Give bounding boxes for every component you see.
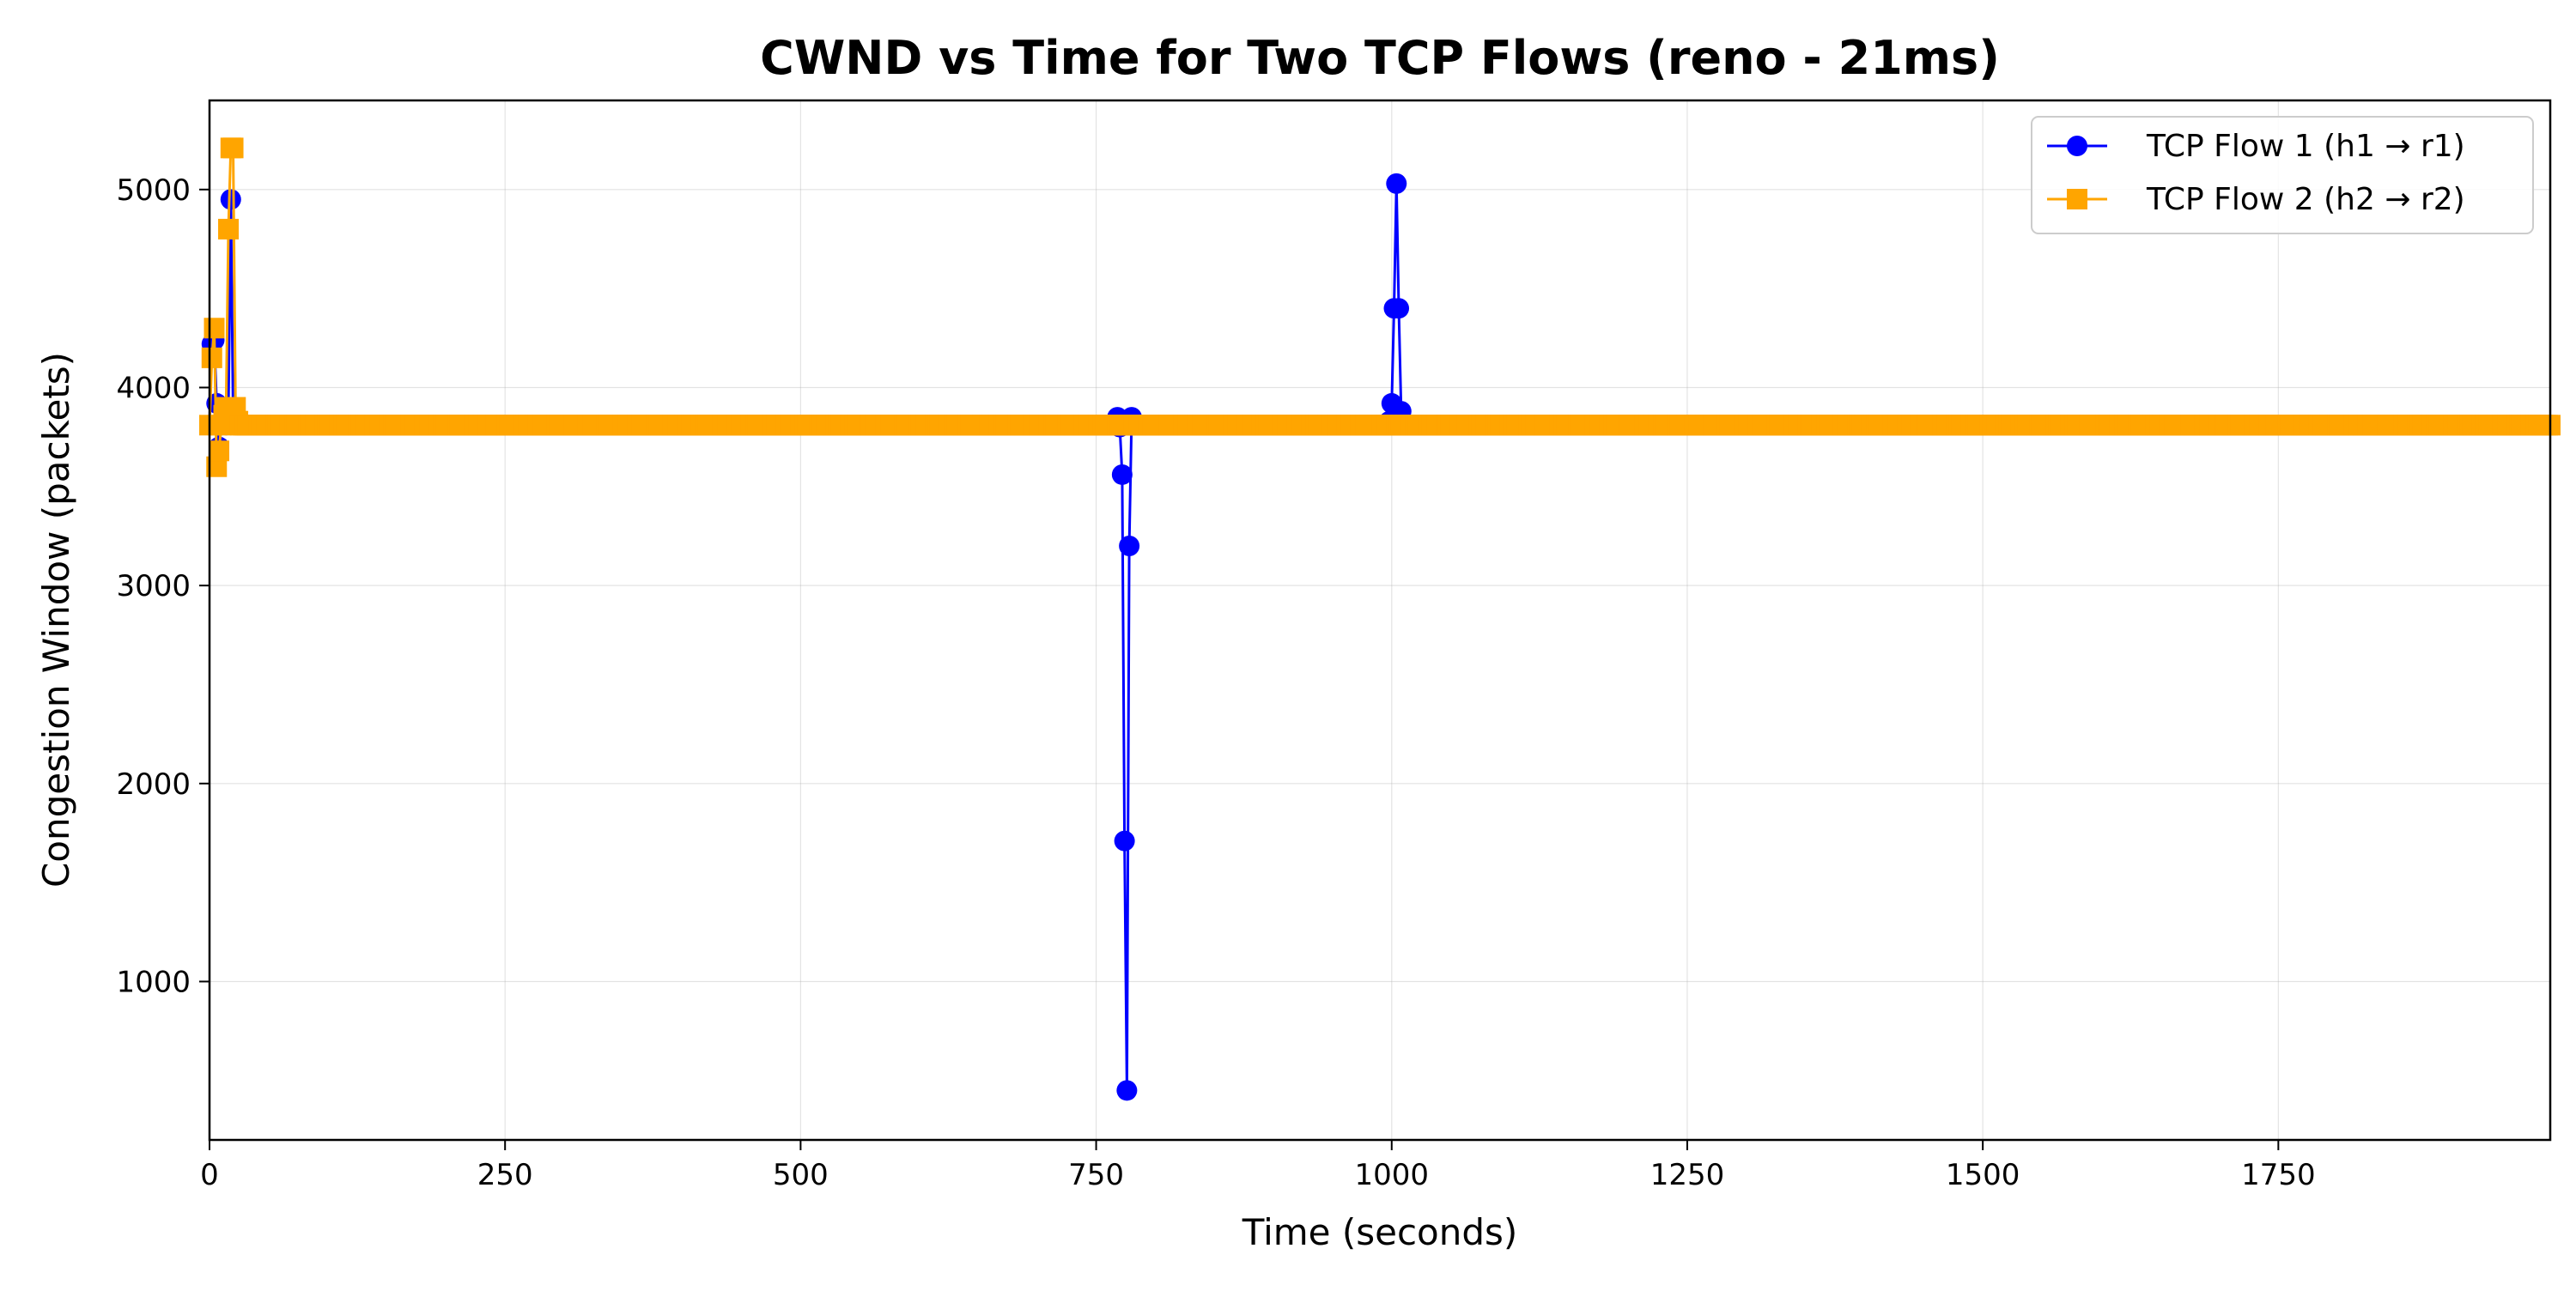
y-tick-label: 1000 xyxy=(116,965,191,999)
y-axis-title: Congestion Window (packets) xyxy=(35,352,77,888)
chart-title: CWND vs Time for Two TCP Flows (reno - 2… xyxy=(760,31,2000,85)
series-2-point xyxy=(218,218,240,239)
series-2 xyxy=(199,137,2561,477)
series-1-point xyxy=(1116,1080,1138,1101)
legend-label: TCP Flow 1 (h1 → r1) xyxy=(2146,129,2465,164)
x-tick-label: 250 xyxy=(477,1158,533,1192)
x-tick-label: 0 xyxy=(200,1158,219,1192)
series-2-point xyxy=(209,440,230,462)
x-tick-label: 750 xyxy=(1068,1158,1124,1192)
plot-frame xyxy=(208,99,2552,1142)
series-1-point xyxy=(1388,298,1410,319)
x-tick-label: 1250 xyxy=(1650,1158,1725,1192)
series-1-point xyxy=(1114,830,1135,852)
plot-data xyxy=(199,137,2561,1101)
grid xyxy=(209,100,2550,1140)
series-1-point xyxy=(220,189,241,210)
x-tick-label: 500 xyxy=(773,1158,829,1192)
series-1-point xyxy=(1119,536,1140,556)
series-1-point xyxy=(1111,464,1133,485)
y-tick-label: 4000 xyxy=(116,371,191,405)
legend-box xyxy=(2031,116,2534,234)
legend: TCP Flow 1 (h1 → r1) TCP Flow 2 (h2 → r2) xyxy=(2031,116,2534,234)
y-tick-label: 5000 xyxy=(116,173,191,208)
x-tick-label: 1000 xyxy=(1355,1158,1430,1192)
y-tick-label: 3000 xyxy=(116,569,191,603)
x-axis-title: Time (seconds) xyxy=(1242,1211,1518,1253)
series-2-point xyxy=(222,137,244,159)
legend-item-1: TCP Flow 1 (h1 → r1) xyxy=(2047,129,2465,164)
x-tick-label: 1750 xyxy=(2241,1158,2316,1192)
series-1-point xyxy=(1386,173,1407,194)
y-tick-label: 2000 xyxy=(116,767,191,802)
series-2-point xyxy=(204,318,225,339)
legend-label: TCP Flow 2 (h2 → r2) xyxy=(2146,182,2465,217)
legend-square-marker xyxy=(2067,189,2087,209)
legend-item-2: TCP Flow 2 (h2 → r2) xyxy=(2047,182,2465,217)
x-tick-label: 1500 xyxy=(1946,1158,2020,1192)
series-2-point xyxy=(201,347,222,368)
axis-ticks: 0 250 500 750 1000 1250 1500 1750 1000 2000 3000 40… xyxy=(116,173,2315,1192)
legend-circle-marker xyxy=(2067,136,2087,156)
